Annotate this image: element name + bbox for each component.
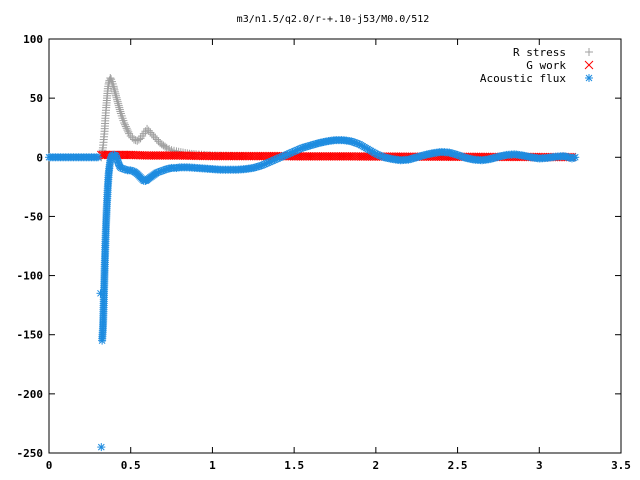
data-point (134, 135, 143, 144)
legend-label: R stress (513, 46, 566, 59)
data-point (110, 87, 119, 96)
legend-marker (585, 48, 593, 56)
data-point (113, 95, 122, 104)
data-point (112, 91, 121, 100)
data-point (114, 99, 123, 108)
plot-frame (48, 38, 622, 454)
x-tick-label: 2 (373, 459, 380, 472)
data-point (571, 153, 580, 162)
data-point (161, 142, 170, 151)
x-tick-label: 1.5 (284, 459, 304, 472)
data-point (113, 97, 122, 106)
chart-title: m3/n1.5/q2.0/r-+.10-j53/M0.0/512 (237, 14, 430, 25)
data-point (131, 136, 140, 145)
data-point (97, 443, 106, 452)
data-point (147, 130, 156, 139)
x-tick-label: 3.5 (611, 459, 631, 472)
data-point (121, 122, 130, 131)
data-point (111, 89, 120, 98)
data-point (112, 93, 121, 102)
y-tick-label: 50 (30, 92, 43, 105)
series-layer (45, 74, 580, 452)
y-tick-label: -250 (17, 447, 44, 460)
data-point (124, 127, 133, 136)
data-point (120, 120, 129, 129)
data-point (122, 124, 131, 133)
data-point (106, 74, 115, 83)
data-point (126, 131, 135, 140)
data-point (149, 131, 158, 140)
axes: 0 0.5 1 1.5 2 2.5 3 3.5 100 50 0 -50 -100 -150 -200 -25… (17, 33, 631, 472)
y-tick-label: 0 (36, 151, 43, 164)
data-point (120, 118, 129, 127)
data-point (115, 105, 124, 114)
data-point (123, 126, 132, 135)
x-tick-label: 2.5 (448, 459, 468, 472)
data-point (110, 85, 119, 94)
x-tick-label: 3 (536, 459, 543, 472)
x-tick-label: 0.5 (121, 459, 141, 472)
y-tick-label: 100 (23, 33, 43, 46)
y-tick-label: -50 (23, 210, 43, 223)
x-tick-label: 1 (209, 459, 216, 472)
data-point (151, 133, 160, 142)
data-point (146, 128, 155, 137)
y-tick-label: -100 (17, 270, 44, 283)
data-point (152, 135, 161, 144)
data-point (144, 126, 153, 135)
series-acoustic-flux (45, 136, 580, 452)
data-point (114, 101, 123, 110)
series-r-stress (97, 74, 576, 162)
data-point (116, 107, 125, 116)
data-point (115, 103, 124, 112)
data-point (143, 124, 152, 133)
y-tick-label: -200 (17, 388, 44, 401)
data-point (94, 153, 103, 162)
x-tick-label: 0 (46, 459, 53, 472)
y-tick-label: -150 (17, 329, 44, 342)
legend-marker (584, 60, 594, 70)
legend-label: Acoustic flux (480, 72, 566, 85)
legend-label: G work (526, 59, 566, 72)
legend-marker (585, 74, 593, 82)
